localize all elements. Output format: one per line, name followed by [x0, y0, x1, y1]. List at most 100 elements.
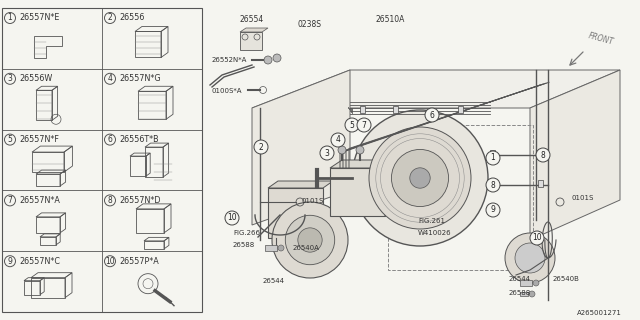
Text: 9: 9 [491, 205, 495, 214]
Text: 26540B: 26540B [553, 276, 580, 282]
Bar [24, 281, 40, 295]
Text: 1: 1 [491, 154, 495, 163]
Bar [538, 180, 543, 187]
Circle shape [345, 118, 359, 132]
Circle shape [272, 202, 348, 278]
Bar [360, 106, 365, 113]
Bar [538, 150, 543, 156]
Circle shape [425, 108, 439, 122]
Text: 7: 7 [362, 121, 367, 130]
Text: FIG.261: FIG.261 [418, 218, 445, 224]
Circle shape [533, 280, 539, 286]
Bar [31, 278, 65, 298]
Text: 5: 5 [8, 135, 12, 144]
Text: 6: 6 [429, 110, 435, 119]
Text: 0238S: 0238S [298, 20, 322, 29]
Circle shape [352, 110, 488, 246]
Polygon shape [530, 70, 620, 240]
Text: 26510A: 26510A [375, 15, 404, 24]
Text: 26557N*E: 26557N*E [19, 13, 60, 22]
Text: 8: 8 [491, 180, 495, 189]
Circle shape [515, 243, 545, 273]
Circle shape [369, 127, 471, 229]
Circle shape [285, 215, 335, 265]
Text: 26556: 26556 [119, 13, 145, 22]
Text: 26557N*A: 26557N*A [19, 196, 60, 205]
Text: 0101S: 0101S [302, 198, 324, 204]
Circle shape [4, 73, 15, 84]
Circle shape [4, 195, 15, 206]
Text: 26588: 26588 [233, 242, 255, 248]
Text: 26540A: 26540A [293, 245, 320, 251]
Text: 26557N*F: 26557N*F [19, 135, 59, 144]
Circle shape [4, 134, 15, 145]
Text: 26552N*A: 26552N*A [212, 57, 248, 63]
Circle shape [264, 56, 272, 64]
Text: 26544: 26544 [509, 276, 531, 282]
Text: 9: 9 [8, 257, 12, 266]
Text: A265001271: A265001271 [577, 310, 622, 316]
Polygon shape [385, 160, 397, 216]
Circle shape [357, 118, 371, 132]
Bar [240, 32, 262, 50]
Polygon shape [252, 70, 350, 225]
Text: FRONT: FRONT [587, 32, 614, 47]
Text: 26557N*D: 26557N*D [119, 196, 161, 205]
Text: 3: 3 [8, 74, 12, 83]
Text: 2: 2 [108, 13, 113, 22]
Bar [145, 147, 163, 177]
Text: 26556W: 26556W [19, 74, 52, 83]
Text: 0100S*A: 0100S*A [212, 88, 243, 94]
Text: 4: 4 [108, 74, 113, 83]
Text: 2: 2 [259, 142, 264, 151]
Circle shape [104, 256, 115, 267]
Bar [393, 106, 398, 113]
Text: FIG.266: FIG.266 [233, 230, 260, 236]
Bar [520, 292, 528, 296]
Bar [144, 241, 164, 249]
Circle shape [529, 291, 535, 297]
Polygon shape [330, 160, 397, 168]
Polygon shape [252, 70, 620, 108]
Bar [265, 245, 277, 251]
Bar [36, 174, 60, 186]
Circle shape [331, 133, 345, 147]
Text: 26557N*C: 26557N*C [19, 257, 60, 266]
Circle shape [273, 54, 281, 62]
Circle shape [486, 178, 500, 192]
Text: 8: 8 [108, 196, 113, 205]
Text: 8: 8 [541, 150, 545, 159]
Circle shape [486, 151, 500, 165]
Text: 7: 7 [8, 196, 12, 205]
Bar [32, 152, 64, 172]
Bar [2, 8, 202, 312]
Bar [136, 209, 164, 233]
Circle shape [536, 148, 550, 162]
Bar [36, 217, 60, 233]
Circle shape [4, 256, 15, 267]
Bar [138, 91, 166, 119]
Circle shape [225, 211, 239, 225]
Text: 26557P*A: 26557P*A [119, 257, 159, 266]
Circle shape [392, 149, 449, 207]
Circle shape [505, 233, 555, 283]
Text: 1: 1 [8, 13, 12, 22]
Text: 10: 10 [227, 213, 237, 222]
Text: 26588: 26588 [509, 290, 531, 296]
Circle shape [104, 195, 115, 206]
Text: 6: 6 [108, 135, 113, 144]
Text: 4: 4 [335, 135, 340, 145]
Bar [520, 280, 532, 286]
Text: 10: 10 [532, 234, 542, 243]
Bar [458, 106, 463, 113]
Bar [330, 168, 385, 216]
Circle shape [320, 146, 334, 160]
Circle shape [410, 168, 430, 188]
Circle shape [104, 73, 115, 84]
Text: 0101S: 0101S [572, 195, 595, 201]
Circle shape [4, 12, 15, 23]
Text: 5: 5 [349, 121, 355, 130]
Circle shape [338, 146, 346, 154]
Bar [36, 90, 52, 120]
Bar [490, 150, 495, 156]
